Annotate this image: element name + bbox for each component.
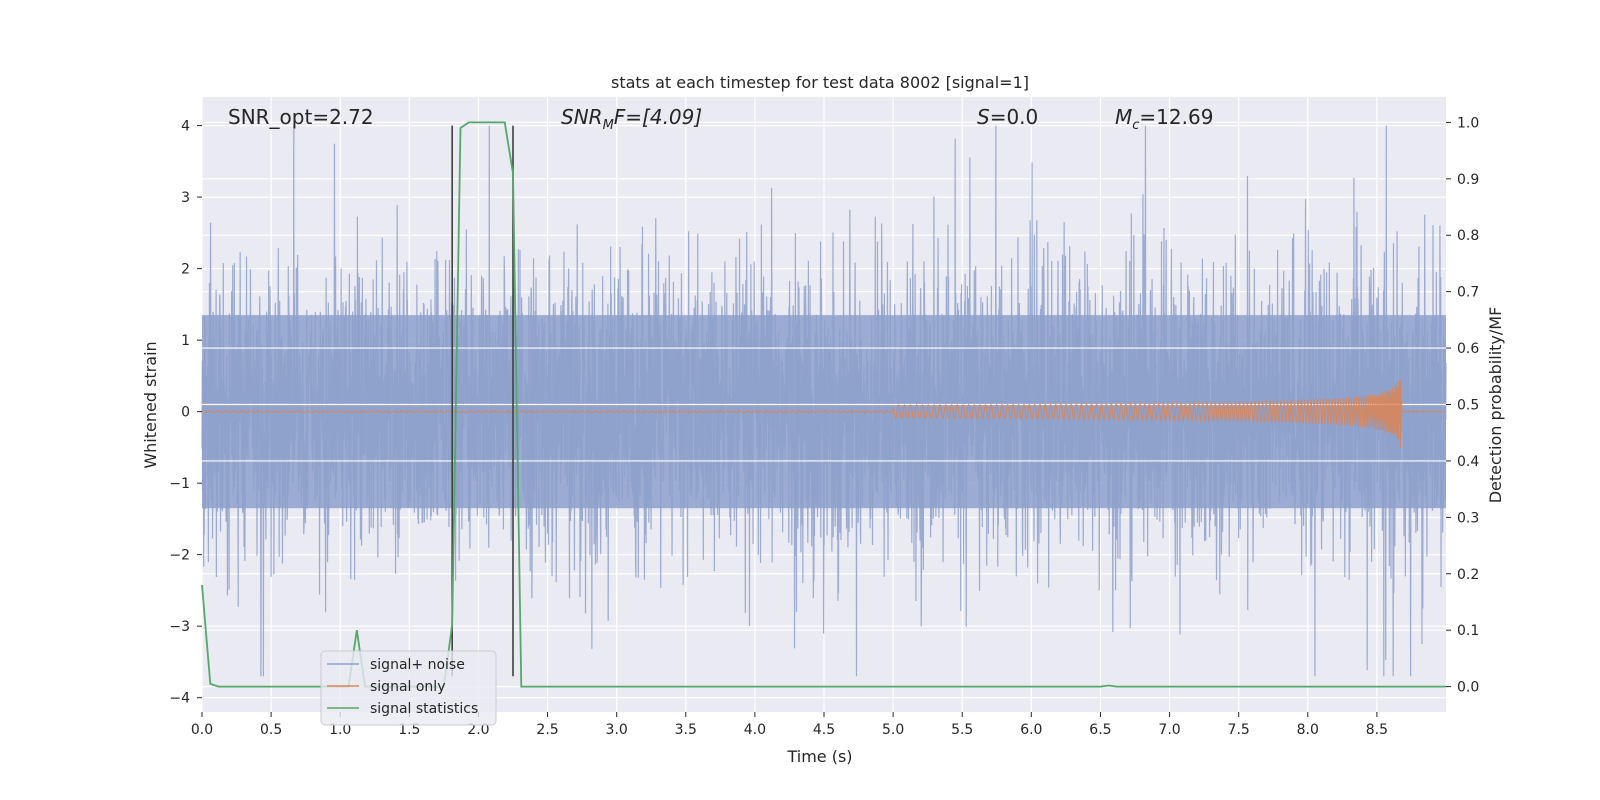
- annotation-mc-main: M: [1115, 105, 1132, 129]
- x-tick-label: 1.5: [398, 722, 420, 738]
- annotation-mc-rest: =12.69: [1139, 105, 1213, 129]
- x-tick-label: 5.0: [882, 722, 904, 738]
- y-tick-label: 4: [181, 119, 190, 135]
- annotation-snr-mf-rest: F=[4.09]: [614, 105, 702, 129]
- y-tick-label: −3: [169, 619, 190, 635]
- x-tick-label: 2.5: [536, 722, 558, 738]
- y2-tick-label: 0.7: [1457, 285, 1479, 301]
- x-axis-label: Time (s): [786, 747, 852, 766]
- y-tick-label: −2: [169, 548, 190, 564]
- annotation-s-rest: =0.0: [990, 105, 1039, 129]
- x-tick-label: 0.0: [191, 722, 213, 738]
- y2-tick-label: 0.3: [1457, 510, 1479, 526]
- y2-tick-label: 0.2: [1457, 567, 1479, 583]
- y-tick-label: −1: [169, 476, 190, 492]
- x-ticks: 0.0 0.5 1.0 1.5 2.0 2.5 3.0 3.5 4.0 4.5 5.0 5.5 6.0 6…: [191, 712, 1388, 738]
- x-tick-label: 1.0: [329, 722, 351, 738]
- series-signal-only-line: [201, 380, 1446, 448]
- legend-label-signal-statistics: signal statistics: [370, 701, 478, 717]
- y2-tick-label: 0.9: [1457, 172, 1479, 188]
- plot-area: [201, 97, 1447, 712]
- y2-axis-label: Detection probability/MF: [1486, 307, 1505, 504]
- y2-ticks: 1.0 0.9 0.8 0.7 0.6 0.5 0.4 0.3 0.2 0.1 0.0: [1446, 115, 1479, 696]
- y-tick-label: 3: [181, 190, 190, 206]
- legend-label-signal-noise: signal+ noise: [370, 657, 465, 673]
- y2-tick-label: 0.6: [1457, 341, 1479, 357]
- annotation-snr-opt: SNR_opt=2.72: [228, 105, 374, 129]
- y-tick-label: 1: [181, 333, 190, 349]
- annotation-s-main: S: [977, 105, 990, 129]
- x-tick-label: 7.5: [1228, 722, 1250, 738]
- x-tick-label: 4.0: [744, 722, 766, 738]
- y2-tick-label: 1.0: [1457, 115, 1479, 131]
- y2-tick-label: 0.4: [1457, 454, 1479, 470]
- legend: signal+ noise signal only signal statist…: [320, 650, 497, 726]
- y2-tick-label: 0.5: [1457, 398, 1479, 414]
- y-ticks: 4 3 2 1 0 −1 −2 −3 −4: [169, 119, 202, 707]
- annotation-mc-sub: c: [1132, 118, 1139, 133]
- x-tick-label: 3.0: [606, 722, 628, 738]
- y-tick-label: 0: [181, 405, 190, 421]
- annotation-snr-mf-main: SNR: [561, 105, 603, 129]
- annotation-s: S=0.0: [977, 105, 1038, 129]
- y2-tick-label: 0.8: [1457, 228, 1479, 244]
- legend-box: [320, 650, 497, 726]
- x-tick-label: 3.5: [675, 722, 697, 738]
- y-axis-label: Whitened strain: [141, 341, 160, 468]
- x-tick-label: 2.0: [467, 722, 489, 738]
- annotation-mc: Mc=12.69: [1115, 105, 1213, 133]
- x-tick-label: 8.5: [1366, 722, 1388, 738]
- y-tick-label: −4: [169, 691, 190, 707]
- legend-label-signal-only: signal only: [370, 679, 445, 695]
- annotation-snr-mf-sub: M: [603, 118, 614, 133]
- x-tick-label: 5.5: [951, 722, 973, 738]
- x-tick-label: 0.5: [260, 722, 282, 738]
- x-tick-label: 6.0: [1020, 722, 1042, 738]
- x-tick-label: 6.5: [1089, 722, 1111, 738]
- x-tick-label: 4.5: [813, 722, 835, 738]
- y-tick-label: 2: [181, 262, 190, 278]
- x-tick-label: 7.0: [1158, 722, 1180, 738]
- y2-tick-label: 0.0: [1457, 680, 1479, 696]
- y2-tick-label: 0.1: [1457, 623, 1479, 639]
- chart-title: stats at each timestep for test data 800…: [611, 73, 1029, 92]
- annotation-snr-mf: SNRMF=[4.09]: [561, 105, 702, 133]
- x-tick-label: 8.0: [1297, 722, 1319, 738]
